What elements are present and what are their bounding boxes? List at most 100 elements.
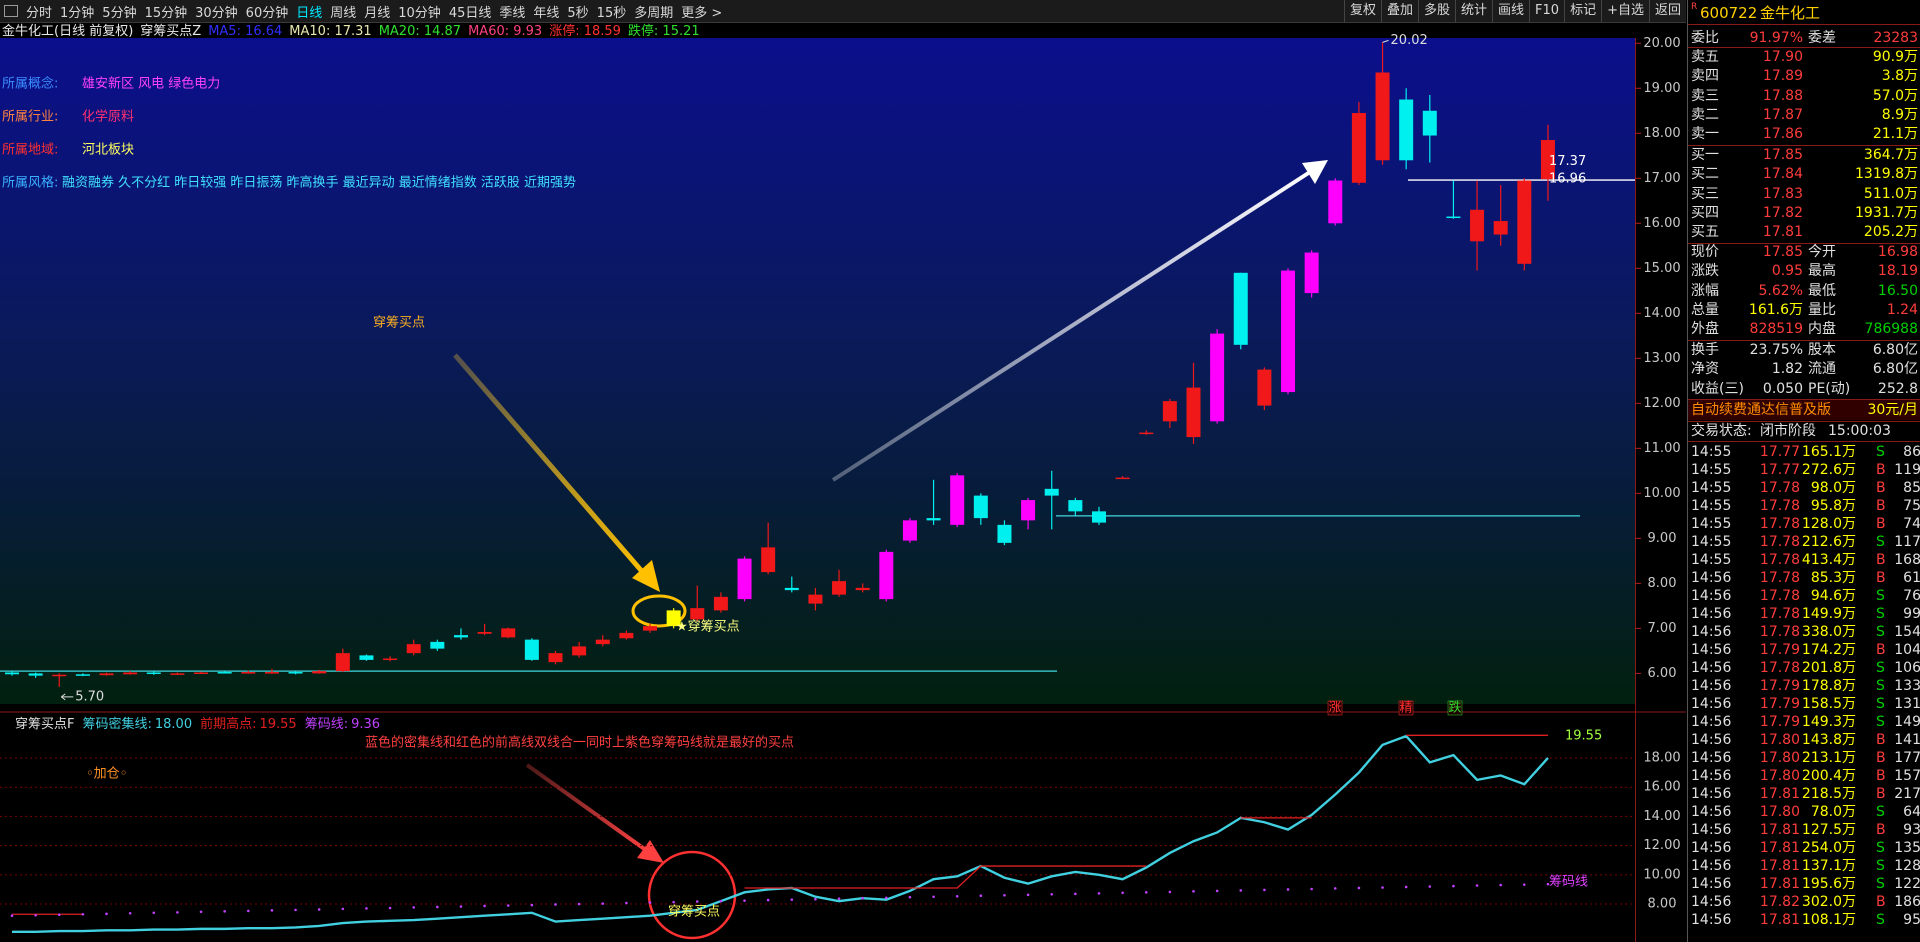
trade-side: S	[1876, 678, 1885, 694]
trade-side: S	[1876, 444, 1885, 460]
tool-button[interactable]: 叠加	[1380, 0, 1418, 22]
quote-label: PE(动)	[1808, 380, 1851, 397]
period-tab[interactable]: 1分钟	[60, 5, 95, 21]
info-item: 涨停: 18.59	[549, 23, 621, 39]
trade-volume: 218.5万	[1801, 786, 1856, 802]
tool-button[interactable]: 复权	[1343, 0, 1381, 22]
chip-dot	[412, 906, 416, 909]
quote-value: 161.6万	[1748, 301, 1803, 318]
signal: 跌	[1448, 700, 1461, 716]
chip-dot	[388, 906, 392, 910]
trade-time: 14:56	[1691, 858, 1732, 874]
tool-button[interactable]: 返回	[1648, 0, 1686, 22]
chart-area: 金牛化工(日线 前复权) 穿筹买点Z MA5: 16.64 MA10: 17.31 MA…	[0, 23, 1686, 942]
tool-button[interactable]: 画线	[1492, 0, 1529, 22]
period-tab[interactable]: 60分钟	[245, 5, 289, 21]
period-tab[interactable]: 45日线	[448, 5, 492, 21]
period-tab[interactable]: 日线	[296, 5, 323, 21]
chip-dot	[979, 894, 983, 898]
chip-dot	[766, 898, 770, 902]
book-label: 买三	[1691, 185, 1719, 202]
period-tab[interactable]: 30分钟	[195, 5, 238, 21]
trade-count: 128	[1894, 858, 1920, 874]
separator	[1688, 24, 1920, 25]
candle-body	[241, 672, 256, 674]
status-time: 15:00:03	[1828, 423, 1891, 439]
trade-time: 14:56	[1691, 786, 1732, 802]
trade-side: S	[1876, 804, 1885, 820]
book-volume: 1319.8万	[1855, 166, 1918, 183]
trade-price: 17.80	[1759, 732, 1800, 748]
chip-dot	[530, 903, 534, 907]
period-tab[interactable]: 季线	[499, 5, 526, 21]
tool-button[interactable]: F10	[1529, 0, 1564, 22]
period-tab[interactable]: 更多 >	[681, 5, 723, 21]
book-volume: 8.9万	[1881, 106, 1918, 123]
quote-value: 16.50	[1877, 282, 1918, 299]
quote-value: 1.24	[1886, 301, 1918, 318]
quote-label: 总量	[1691, 301, 1719, 318]
quote-value: 91.97%	[1749, 30, 1803, 46]
trade-volume: 338.0万	[1801, 624, 1856, 640]
trade-price: 17.77	[1759, 444, 1800, 460]
trade-price: 17.78	[1759, 516, 1800, 532]
trade-count: 85	[1903, 480, 1920, 496]
tag-label: 所属风格:	[2, 175, 58, 191]
tool-button[interactable]: +自选	[1601, 0, 1649, 22]
chip-dot	[695, 900, 699, 903]
period-tab[interactable]: 分时	[26, 5, 53, 21]
tool-button[interactable]: 标记	[1564, 0, 1601, 22]
trade-volume: 413.4万	[1801, 552, 1856, 568]
quote-label: 量比	[1808, 301, 1836, 318]
period-tab[interactable]: 多周期	[634, 5, 674, 21]
period-tab[interactable]: 年线	[533, 5, 560, 21]
tool-button[interactable]: 统计	[1455, 0, 1492, 22]
candle-body	[1446, 216, 1461, 219]
y-tick-label: 9.00	[1648, 531, 1677, 546]
trade-side: B	[1876, 642, 1886, 658]
chip-dot	[1452, 884, 1455, 888]
chip-dot	[1475, 884, 1479, 887]
candle-body	[1115, 477, 1130, 480]
legend-value: 9.36	[351, 717, 380, 732]
toolbar-icon[interactable]	[4, 5, 18, 17]
trade-volume: 85.3万	[1810, 570, 1856, 586]
chip-dot	[1239, 889, 1243, 892]
quote-label: 涨幅	[1691, 282, 1719, 299]
chip-dot	[1144, 891, 1148, 894]
period-tab[interactable]: 10分钟	[398, 5, 441, 21]
period-tab[interactable]: 周线	[330, 5, 357, 21]
candle-body	[1186, 387, 1201, 438]
quote-label: 净资	[1691, 361, 1719, 378]
chip-dot	[152, 911, 156, 915]
trade-count: 122	[1894, 876, 1920, 892]
trade-volume: 272.6万	[1801, 462, 1856, 478]
period-tab[interactable]: 月线	[364, 5, 391, 21]
chip-dot	[459, 905, 463, 908]
trade-volume: 178.8万	[1801, 678, 1856, 694]
separator	[1688, 399, 1920, 400]
y-tick-label: 15.00	[1643, 261, 1680, 276]
separator	[1688, 47, 1920, 48]
chip-dot	[743, 899, 746, 902]
trade-side: B	[1876, 552, 1886, 568]
trade-count: 133	[1894, 678, 1920, 694]
candle-body	[1210, 333, 1225, 422]
period-tab[interactable]: 15秒	[596, 5, 627, 21]
flag: R	[1691, 2, 1698, 12]
period-tab[interactable]: 15分钟	[144, 5, 188, 21]
book-price: 17.90	[1762, 49, 1803, 65]
trade-price: 17.78	[1759, 480, 1800, 496]
legend-value: 18.00	[155, 717, 192, 732]
separator	[1688, 421, 1920, 422]
trade-time: 14:55	[1691, 444, 1732, 460]
tool-button[interactable]: 多股	[1417, 0, 1455, 22]
period-tab[interactable]: 5秒	[567, 5, 589, 21]
trade-count: 93	[1903, 822, 1920, 838]
chip-dot	[176, 911, 179, 914]
period-tab[interactable]: 5分钟	[102, 5, 137, 21]
chip-dot	[1286, 888, 1290, 891]
indicator-legend: 穿筹买点F 筹码密集线: 18.00 前期高点: 19.55 筹码线: 9.36	[15, 716, 380, 732]
info-item: MA10: 17.31	[289, 24, 371, 39]
chip-dot	[1310, 887, 1313, 891]
